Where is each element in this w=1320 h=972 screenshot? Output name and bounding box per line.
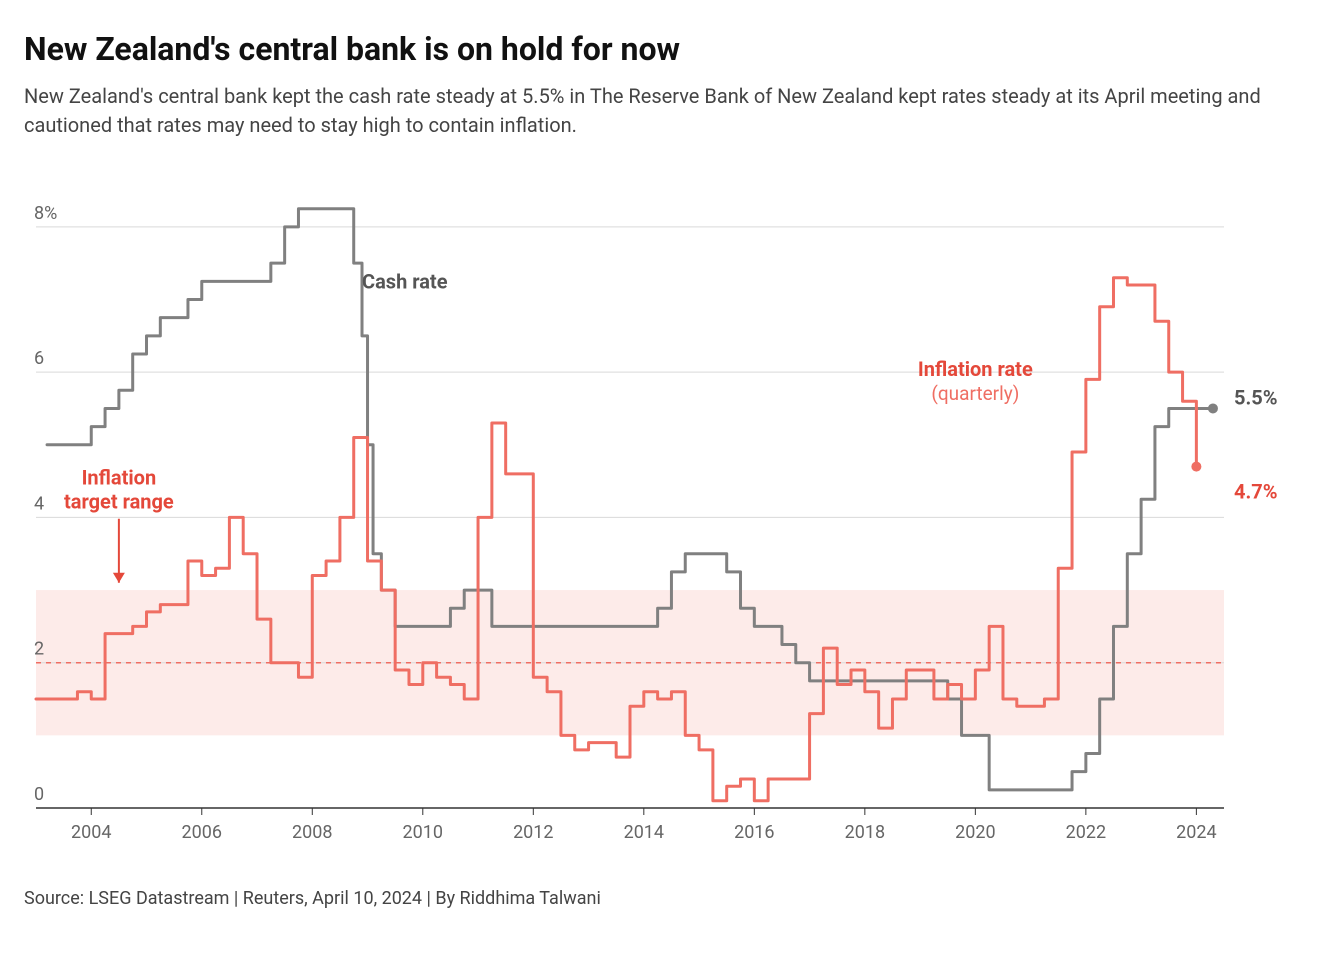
cash-rate-series-label: Cash rate (362, 270, 448, 294)
y-tick-label: 2 (34, 639, 44, 660)
cash-rate-end-label: 5.5% (1234, 386, 1278, 410)
x-tick-label: 2010 (403, 822, 443, 843)
x-tick-label: 2024 (1176, 822, 1216, 843)
x-tick-label: 2008 (292, 822, 332, 843)
y-tick-label: 8% (34, 203, 57, 224)
y-tick-label: 4 (34, 494, 44, 515)
x-tick-label: 2018 (845, 822, 885, 843)
chart-subtitle: New Zealand's central bank kept the cash… (24, 82, 1296, 140)
chart-container: 0 2 4 6 8% 2004 2006 2008 2010 2012 2014 2016 2018 20… (24, 166, 1296, 866)
x-tick-label: 2012 (513, 822, 553, 843)
target-range-label: Inflation (82, 466, 157, 490)
target-range-label-2: target range (64, 490, 174, 514)
inflation-end-marker (1191, 462, 1201, 472)
inflation-series-label: Inflation rate (918, 357, 1033, 381)
inflation-series-sublabel: (quarterly) (931, 382, 1019, 405)
y-tick-label: 6 (34, 349, 44, 370)
x-tick-label: 2014 (624, 822, 664, 843)
x-tick-label: 2006 (182, 822, 222, 843)
inflation-end-label: 4.7% (1234, 480, 1278, 504)
chart-source: Source: LSEG Datastream | Reuters, April… (24, 888, 1296, 909)
line-chart: 0 2 4 6 8% 2004 2006 2008 2010 2012 2014 2016 2018 20… (24, 166, 1296, 866)
x-tick-label: 2004 (71, 822, 111, 843)
x-tick-label: 2022 (1066, 822, 1106, 843)
chart-title: New Zealand's central bank is on hold fo… (24, 30, 1296, 68)
y-tick-label: 0 (34, 784, 44, 805)
cash-rate-end-marker (1208, 404, 1218, 414)
x-tick-label: 2020 (955, 822, 995, 843)
x-tick-label: 2016 (734, 822, 774, 843)
